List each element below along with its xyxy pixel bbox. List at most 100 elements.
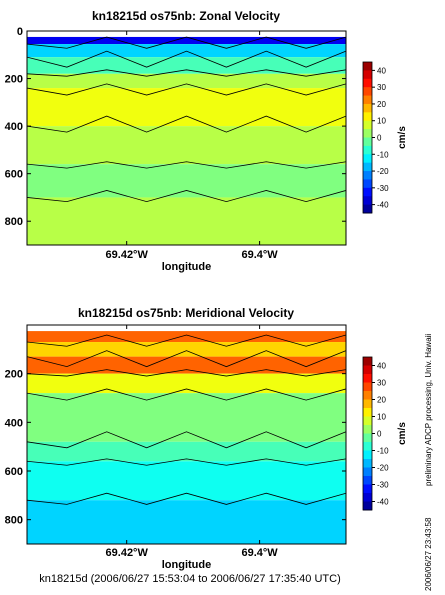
- colorbar-segment: [363, 171, 372, 180]
- x-tick-label: 69.4°W: [242, 547, 279, 559]
- processing-date: 2006/06/27 23:43:58: [424, 517, 433, 591]
- colorbar-segment: [363, 425, 372, 434]
- contour-line: [26, 334, 347, 347]
- velocity-band: [27, 73, 346, 89]
- y-tick-label: 400: [5, 121, 23, 133]
- colorbar-segment: [363, 162, 372, 172]
- colorbar-tick-label: -10: [377, 447, 389, 456]
- contour-line: [26, 431, 347, 449]
- colorbar-label: cm/s: [397, 126, 408, 149]
- velocity-band: [27, 36, 346, 45]
- colorbar-tick-label: -40: [377, 201, 389, 210]
- colorbar-tick-label: 10: [377, 117, 386, 126]
- colorbar-tick-label: -20: [377, 167, 389, 176]
- colorbar-tick-label: 0: [377, 430, 382, 439]
- contour-line: [26, 388, 347, 401]
- velocity-band: [27, 373, 346, 394]
- velocity-band: [27, 44, 346, 58]
- colorbar-segment: [363, 484, 372, 494]
- colorbar-segment: [363, 129, 372, 138]
- contour-line: [26, 458, 347, 466]
- velocity-band: [27, 164, 346, 198]
- colorbar-segment: [363, 204, 372, 214]
- colorbar-tick-label: 20: [377, 100, 386, 109]
- colorbar-segment: [363, 196, 372, 206]
- colorbar-segment: [363, 467, 372, 477]
- colorbar-segment: [363, 187, 372, 197]
- colorbar-segment: [363, 179, 372, 189]
- meridional-chart-title: kn18215d os75nb: Meridional Velocity: [77, 306, 295, 320]
- velocity-band: [27, 500, 346, 544]
- x-axis-label: longitude: [162, 559, 212, 571]
- contour-line: [26, 50, 347, 68]
- velocity-band: [27, 342, 346, 357]
- colorbar-segment: [363, 70, 372, 80]
- velocity-band: [27, 393, 346, 442]
- x-tick-label: 69.42°W: [106, 547, 149, 559]
- colorbar-segment: [363, 154, 372, 164]
- y-tick-label: 200: [5, 369, 23, 381]
- colorbar-tick-label: -20: [377, 464, 389, 473]
- colorbar-segment: [363, 137, 372, 147]
- contour-line: [26, 36, 347, 49]
- contour-line: [26, 115, 347, 133]
- colorbar-segment: [363, 416, 372, 426]
- colorbar-segment: [363, 501, 372, 511]
- y-tick-label: 800: [5, 216, 23, 228]
- colorbar-tick-label: -30: [377, 481, 389, 490]
- colorbar-tick-label: 40: [377, 66, 386, 75]
- colorbar-segment: [363, 95, 372, 105]
- colorbar-segment: [363, 382, 372, 392]
- plot-frame: [26, 324, 347, 545]
- velocity-band: [27, 126, 346, 165]
- contour-line: [26, 492, 347, 505]
- colorbar-segment: [363, 374, 372, 383]
- colorbar-segment: [363, 391, 372, 400]
- colorbar-tick-label: 30: [377, 379, 386, 388]
- time-range-caption: kn18215d (2006/06/27 15:53:04 to 2006/06…: [39, 573, 341, 585]
- x-tick-label: 69.42°W: [106, 249, 149, 261]
- colorbar-tick-label: 20: [377, 396, 386, 405]
- y-tick-label: 200: [5, 74, 23, 86]
- colorbar-segment: [363, 62, 372, 71]
- x-axis-label: longitude: [162, 261, 212, 273]
- colorbar-tick-label: -10: [377, 150, 389, 159]
- contour-line: [26, 83, 347, 96]
- colorbar-segment: [363, 87, 372, 97]
- colorbar-segment: [363, 450, 372, 460]
- y-tick-label: 800: [5, 515, 23, 527]
- velocity-band: [27, 441, 346, 462]
- colorbar-segment: [363, 112, 372, 122]
- velocity-band: [27, 88, 346, 127]
- velocity-band: [27, 356, 346, 374]
- colorbar-segment: [363, 459, 372, 468]
- processing-note: preliminary ADCP processing, Univ. Hawai…: [424, 333, 433, 486]
- colorbar-segment: [363, 408, 372, 417]
- colorbar-segment: [363, 78, 372, 88]
- colorbar-segment: [363, 145, 372, 155]
- y-tick-label: 400: [5, 417, 23, 429]
- y-tick-label: 0: [17, 26, 23, 38]
- colorbar-tick-label: 10: [377, 413, 386, 422]
- colorbar-label: cm/s: [397, 422, 408, 445]
- contour-line: [26, 369, 347, 377]
- colorbar-segment: [363, 103, 372, 113]
- colorbar-segment: [363, 433, 372, 443]
- colorbar-segment: [363, 442, 372, 451]
- colorbar-segment: [363, 476, 372, 485]
- velocity-band: [27, 461, 346, 501]
- contour-line: [26, 350, 347, 368]
- velocity-band: [27, 197, 346, 245]
- contour-line: [26, 69, 347, 77]
- colorbar-tick-label: -40: [377, 498, 389, 507]
- contour-line: [26, 190, 347, 203]
- plot-frame: [26, 30, 347, 246]
- colorbar-tick-label: 0: [377, 134, 382, 143]
- colorbar-segment: [363, 493, 372, 502]
- colorbar-segment: [363, 365, 372, 375]
- colorbar-segment: [363, 399, 372, 409]
- contour-line: [26, 161, 347, 169]
- zonal-chart-title: kn18215d os75nb: Zonal Velocity: [91, 9, 281, 23]
